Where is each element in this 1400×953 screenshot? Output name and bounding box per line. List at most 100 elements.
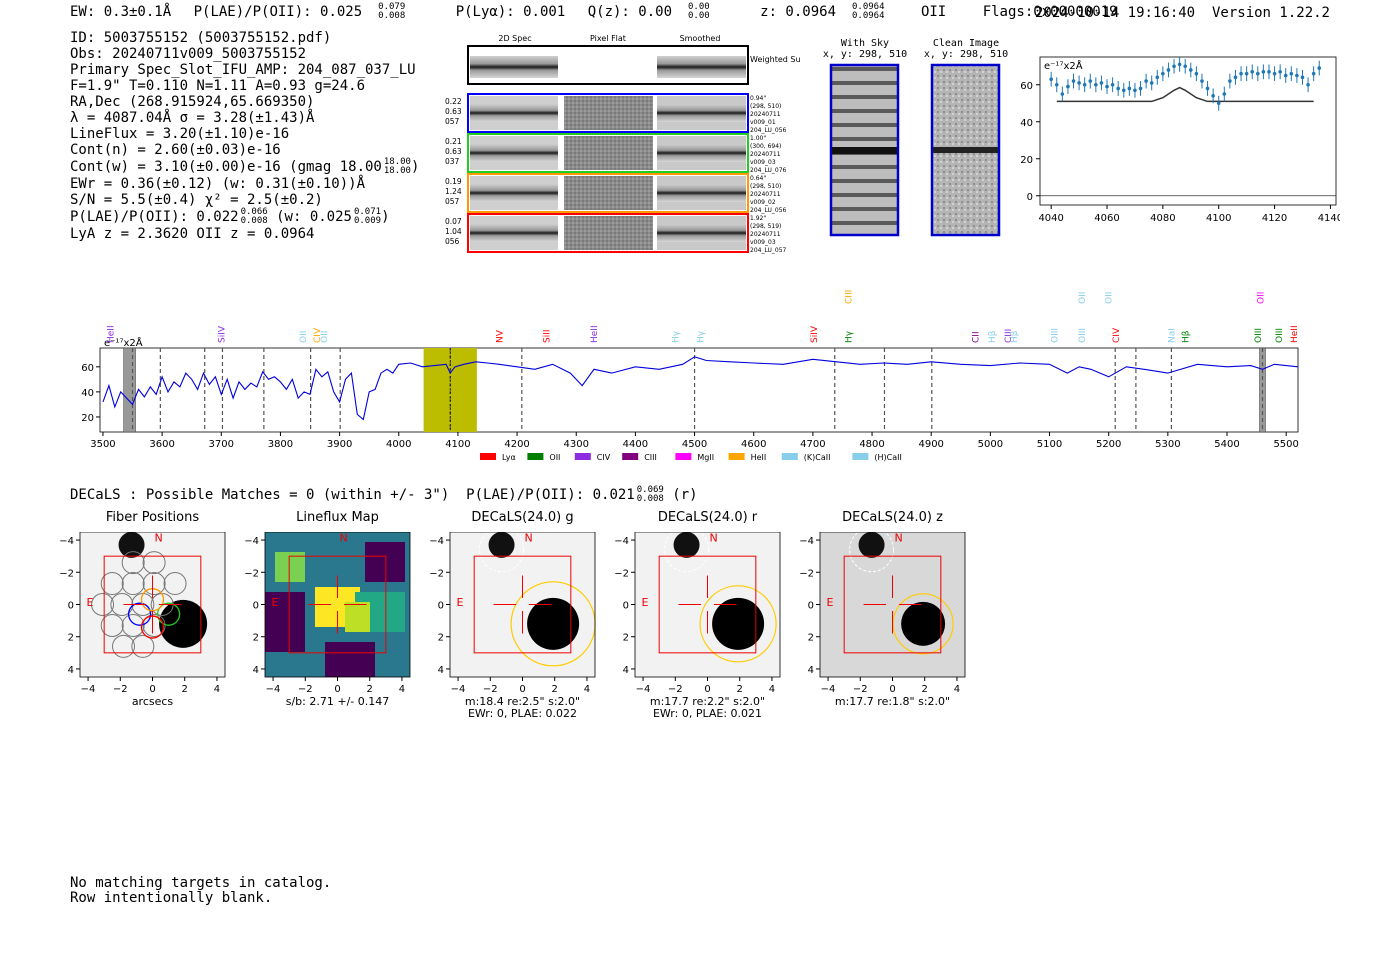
with-sky-title: With Sky x, y: 298, 510 <box>820 38 910 60</box>
info-lambda: λ = 4087.04Å σ = 3.28(±1.43)Å <box>70 110 315 126</box>
info-fit: F=1.9" T=0.110 N=1.11 A=0.93 g=24.6 <box>70 78 366 94</box>
emission-line-label: Hβ <box>1182 330 1192 343</box>
legend-swatch <box>675 453 692 460</box>
panel-caption-line1: m:18.4 re:2.5" s:2.0" <box>464 695 581 708</box>
panel-x-tick-label: 2 <box>737 684 743 695</box>
fiber-position <box>121 551 145 575</box>
decals-matches: DECaLS : Possible Matches = 0 (within +/… <box>70 487 450 503</box>
panel-caption: s/b: 2.71 +/- 0.147 <box>245 696 430 708</box>
panel-y-tick-label: −4 <box>244 536 259 547</box>
spectrum-line <box>102 356 1299 421</box>
panel-image-bg <box>820 532 965 677</box>
zoom-point <box>1133 88 1137 93</box>
spectrum-x-tick-label: 3800 <box>268 439 293 450</box>
zoom-point <box>1183 64 1188 69</box>
cutout-left-label: 0.19 <box>445 177 462 186</box>
emission-line-label: CIII <box>844 290 854 304</box>
zoom-point <box>1149 81 1154 85</box>
header-qz: Q(z): 0.00 0.00 0.00 <box>588 3 738 21</box>
zoom-point <box>1228 79 1232 83</box>
aperture-ellipse <box>699 585 777 663</box>
spectrum-x-tick-label: 5100 <box>1037 439 1062 450</box>
zoom-point <box>1188 68 1193 72</box>
panel-y-tick-label: −2 <box>59 568 74 579</box>
header-z-hi: 0.0964 <box>852 2 885 12</box>
cutout-smoothed <box>657 144 746 162</box>
cutout-2d-spec <box>470 224 558 242</box>
panel-caption-line1: m:17.7 re:2.2" s:2.0" <box>649 695 766 708</box>
info-contn: Cont(n) = 2.60(±0.03)e-16 <box>70 142 281 158</box>
panel-x-tick-label: 0 <box>704 684 710 695</box>
weighted-sum-text: Weighted Sum <box>750 55 800 64</box>
header-z-line: OII <box>920 4 947 20</box>
header-plae-lo: 0.008 <box>378 11 406 21</box>
emission-line-label: OIII <box>1078 328 1088 343</box>
footer-line2: Row intentionally blank. <box>70 890 273 906</box>
info-plae-hi: 0.066 <box>240 207 268 217</box>
panel-x-tick-label: 2 <box>922 684 928 695</box>
clean-image-coords: x, y: 298, 510 <box>923 49 1009 60</box>
zoom-x-tick-label: 4140 <box>1318 213 1340 224</box>
cutout-left-label: 0.63 <box>445 147 462 156</box>
cutout-right-label: (300, 694) <box>750 143 781 150</box>
emission-line-label: SiIV <box>810 325 820 343</box>
with-sky-title-text: With Sky <box>840 38 890 49</box>
panel-caption-line1: s/b: 2.71 +/- 0.147 <box>285 695 390 708</box>
header-plae-hi: 0.079 <box>378 2 406 12</box>
zoom-point <box>1071 79 1076 83</box>
weighted-sum-2d <box>470 56 558 78</box>
panel-caption: m:18.4 re:2.5" s:2.0" EWr: 0, PLAE: 0.022 <box>430 696 615 720</box>
cutout-left-label: 056 <box>445 237 460 246</box>
panel-x-tick-label: 2 <box>367 684 373 695</box>
zoom-point <box>1155 75 1160 80</box>
clean-image-trace <box>933 147 998 153</box>
spectrum-y-tick-label: 40 <box>81 388 94 399</box>
search-box <box>103 555 202 654</box>
spectrum-unit-label: e⁻¹⁷x2Å <box>104 336 143 349</box>
zoom-point <box>1244 71 1249 76</box>
image-panel: N E −4 −4 −2 −2 0 0 2 2 4 4 <box>244 532 411 695</box>
info-obs: Obs: 20240711v009_5003755152 <box>70 46 307 62</box>
panel-x-tick-label: 4 <box>584 684 590 695</box>
cutout-left-label: 057 <box>445 197 460 206</box>
panel-x-tick-label: 4 <box>399 684 405 695</box>
panel-y-tick-label: 0 <box>68 601 74 612</box>
emission-line-label: Hγ <box>844 330 854 343</box>
panel-x-tick-label: 4 <box>769 684 775 695</box>
header-plae-frac: 0.079 0.008 <box>378 3 419 21</box>
panel-caption-line2: EWr: 0, PLAE: 0.022 <box>467 707 578 720</box>
spectrum-x-tick-label: 4300 <box>564 439 589 450</box>
zoom-x-tick-label: 4080 <box>1150 213 1175 224</box>
zoom-point <box>1110 82 1115 87</box>
zoom-point <box>1311 71 1316 76</box>
panel-y-tick-label: 2 <box>438 633 444 644</box>
search-box <box>658 555 757 654</box>
zoom-point <box>1066 84 1070 89</box>
footer-notes: No matching targets in catalog. Row inte… <box>70 876 331 906</box>
zoom-x-tick-label: 4100 <box>1206 213 1231 224</box>
cutout-left-label: 0.22 <box>445 97 462 106</box>
panel-y-tick-label: 0 <box>623 601 629 612</box>
fiber-position <box>100 613 124 637</box>
cutout-right-label: v009_03 <box>750 159 776 166</box>
info-contw-hi: 18.00 <box>383 157 411 167</box>
cutout-pixel-flat <box>564 136 653 170</box>
panel-y-tick-label: 0 <box>438 601 444 612</box>
image-panel: N E −4 −4 −2 −2 0 0 2 2 4 4 <box>799 532 966 695</box>
cutout-right-label: v009_02 <box>750 199 776 206</box>
info-plae-w-end: ) <box>381 209 390 225</box>
cutout-right-label: 204_LU_056 <box>750 207 787 214</box>
panel-x-tick-label: 2 <box>552 684 558 695</box>
zoom-point <box>1200 79 1204 83</box>
info-lya: LyA z = 2.3620 OII z = 0.0964 <box>70 226 315 242</box>
sky-images <box>829 63 1001 237</box>
emission-line-label: Hβ <box>988 330 998 343</box>
legend-swatch <box>480 453 496 460</box>
source-main-galaxy <box>159 599 208 648</box>
spectrum-x-tick-label: 5000 <box>978 439 1003 450</box>
info-ewr: EWr = 0.36(±0.12) (w: 0.31(±0.10))Å <box>70 176 366 192</box>
full-spectrum-plot: e⁻¹⁷x2Å 3500 3600 3700 3800 3900 4000 4100 4200 4… <box>81 290 1300 462</box>
cutout-pixel-flat <box>564 176 653 210</box>
search-box <box>473 555 572 654</box>
source-main-galaxy <box>712 597 765 650</box>
